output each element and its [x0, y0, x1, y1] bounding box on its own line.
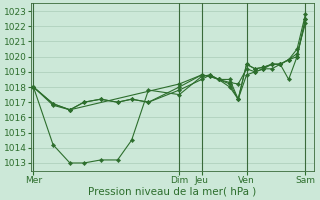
X-axis label: Pression niveau de la mer( hPa ): Pression niveau de la mer( hPa )	[88, 187, 256, 197]
